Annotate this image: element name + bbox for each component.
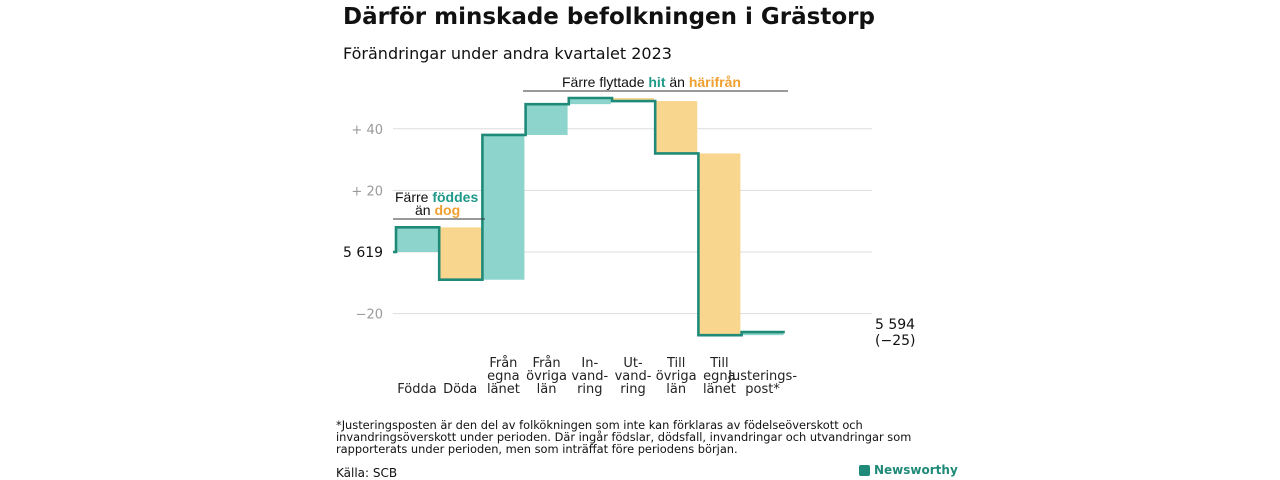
waterfall-bar [396, 227, 438, 252]
brand-name: Newsworthy [874, 463, 958, 477]
chart-subtitle: Förändringar under andra kvartalet 2023 [343, 44, 672, 63]
source: Källa: SCB [336, 466, 398, 480]
brand-logo: Newsworthy [859, 463, 958, 477]
category-label: In- [581, 356, 598, 371]
category-label: Ut- [623, 356, 643, 371]
category-label: egna [703, 369, 735, 384]
migration-annotation: Färre flyttade hit än härifrån [562, 74, 741, 90]
chart-title: Därför minskade befolkningen i Grästorp [343, 4, 875, 30]
y-tick-label: −20 [356, 308, 383, 323]
waterfall-bar [525, 104, 568, 135]
waterfall-bar [439, 227, 482, 280]
footnote: *Justeringsposten är den del av folkökni… [336, 418, 912, 456]
category-label: Justerings- [727, 369, 797, 384]
category-label: Döda [443, 382, 477, 397]
category-label: övriga [656, 369, 697, 384]
newsworthy-icon [859, 464, 870, 476]
waterfall-bar [568, 98, 611, 105]
category-label: egna [487, 369, 519, 384]
category-label: ring [620, 382, 645, 397]
category-label: Från [533, 356, 561, 371]
end-change-label: (−25) [875, 333, 915, 349]
category-label: Till [709, 356, 728, 371]
category-label: ring [577, 382, 602, 397]
waterfall-bar [655, 101, 698, 154]
category-label: vand- [615, 369, 652, 384]
category-label: vand- [571, 369, 608, 384]
y-tick-label: + 40 [351, 123, 383, 138]
category-label: länet [487, 382, 520, 397]
category-label: post* [745, 382, 780, 397]
category-label: övriga [526, 369, 567, 384]
waterfall-bar [698, 153, 741, 336]
y-tick-label: + 20 [351, 184, 383, 199]
end-value-label: 5 594 [875, 317, 915, 333]
category-label: Från [489, 356, 517, 371]
cumulative-step-line [393, 96, 785, 337]
category-label: Till [666, 356, 685, 371]
births-annotation-line2: än dog [415, 202, 460, 218]
category-label: län [537, 382, 557, 397]
category-label: län [666, 382, 686, 397]
waterfall-bar [612, 98, 654, 102]
category-label: Födda [397, 382, 436, 397]
category-label: länet [703, 382, 736, 397]
births-annotation-line1: Färre föddes [395, 189, 478, 205]
waterfall-bar [741, 332, 784, 336]
start-value-label: 5 619 [343, 245, 383, 261]
waterfall-bar [482, 134, 525, 280]
